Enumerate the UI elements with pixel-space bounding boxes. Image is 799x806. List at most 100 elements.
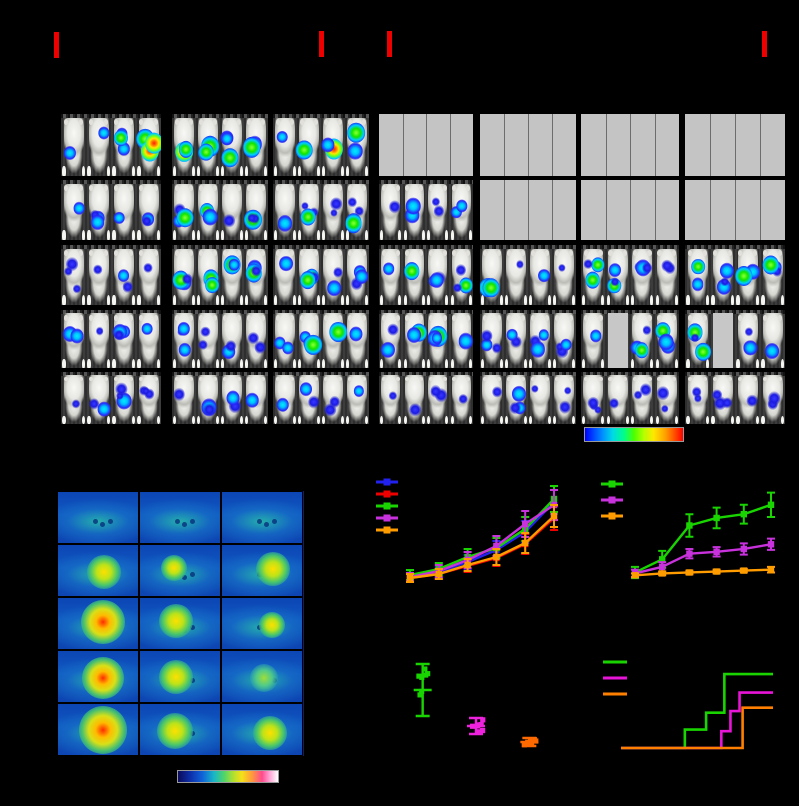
metastasis-incidence-chart[interactable] [597,472,787,602]
mouse-4[interactable] [553,248,575,305]
data-point[interactable] [659,570,666,577]
mouse-2[interactable] [403,248,425,305]
mouse-1[interactable] [380,313,402,368]
mouse-2[interactable] [711,375,734,424]
bli-cell-r2-c3[interactable] [273,180,369,240]
bli-cell-r2-c7[interactable] [685,180,785,240]
mouse-4[interactable] [655,375,678,424]
mouse-2[interactable] [298,313,323,368]
mouse-1[interactable] [481,375,503,424]
scatter-point[interactable] [480,727,486,734]
bli-cell-r1-c6[interactable] [581,114,679,176]
bli-cell-r4-c5[interactable] [480,310,576,368]
bli-cell-r4-c1[interactable] [61,310,161,368]
mouse-1[interactable] [62,248,85,305]
heatmap-cell-r5-c2[interactable] [139,703,221,756]
scatter-point[interactable] [531,737,537,743]
heatmap-cell-r3-c1[interactable] [57,597,139,650]
bli-cell-r5-c5[interactable] [480,372,576,424]
mouse-3[interactable] [529,375,551,424]
heatmap-cell-r2-c1[interactable] [57,544,139,597]
step-series-group-3[interactable] [621,672,773,750]
bli-cell-r4-c2[interactable] [172,310,268,368]
mouse-4[interactable] [136,117,161,176]
mouse-3[interactable] [735,248,760,305]
scatter-group-group-5[interactable] [520,736,539,748]
mouse-1[interactable] [62,117,85,176]
mouse-2[interactable] [606,375,629,424]
mouse-2[interactable] [295,117,320,176]
bli-cell-r2-c2[interactable] [172,180,268,240]
mouse-3[interactable] [322,375,344,424]
mouse-1[interactable] [582,248,605,305]
mouse-4[interactable] [245,248,267,305]
mouse-2[interactable] [87,248,110,305]
mouse-3[interactable] [220,117,243,176]
data-point[interactable] [659,556,666,563]
mouse-4[interactable] [450,375,472,424]
bli-cell-r5-c6[interactable] [581,372,679,424]
scatter-point[interactable] [528,737,534,743]
data-point[interactable] [740,545,747,553]
step-series-group-4[interactable] [621,691,773,750]
mouse-1[interactable] [686,248,709,305]
mouse-2[interactable] [197,248,220,305]
data-point[interactable] [713,548,720,555]
heatmap-cell-r1-c1[interactable] [57,491,139,544]
mouse-4[interactable] [450,248,473,305]
bli-cell-r3-c5[interactable] [480,245,576,305]
mouse-4[interactable] [346,117,368,176]
mouse-3[interactable] [529,248,551,305]
data-point[interactable] [740,567,747,574]
mouse-1[interactable] [274,117,296,176]
mouse-3[interactable] [631,375,654,424]
data-point[interactable] [550,512,558,520]
mouse-3[interactable] [427,183,449,240]
mouse-3[interactable] [322,183,344,240]
mouse-1[interactable] [173,183,195,240]
mouse-2[interactable] [197,313,219,368]
mouse-4[interactable] [137,375,160,424]
mouse-3[interactable] [427,313,449,368]
mouse-3[interactable] [631,248,654,305]
scatter-group-group-4[interactable] [467,716,486,736]
heatmap-cell-r5-c3[interactable] [221,703,303,756]
bli-image-grid[interactable] [61,114,785,424]
mouse-3[interactable] [736,313,759,368]
mouse-1[interactable] [480,248,503,305]
mouse-3[interactable] [736,375,759,424]
mouse-1[interactable] [480,313,503,368]
data-point[interactable] [631,572,639,579]
data-point[interactable] [493,542,500,550]
mouse-1[interactable] [62,183,85,240]
mouse-4[interactable] [346,375,368,424]
mouse-3[interactable] [529,313,551,368]
bli-cell-r5-c4[interactable] [379,372,473,424]
bli-cell-r4-c7[interactable] [685,310,785,368]
bli-cell-r3-c2[interactable] [172,245,268,305]
scatter-point[interactable] [419,674,425,680]
bli-cell-r4-c6[interactable] [581,310,679,368]
mouse-1[interactable] [274,183,296,240]
cumulative-event-chart[interactable] [597,652,787,762]
series-group-3[interactable] [631,491,775,580]
scatter-group-group-3[interactable] [413,662,432,718]
mouse-4[interactable] [553,313,575,368]
mouse-4[interactable] [137,313,160,368]
bli-cell-r3-c7[interactable] [685,245,785,305]
data-point[interactable] [713,568,720,575]
heatmap-cell-r2-c2[interactable] [139,544,221,597]
mouse-2[interactable] [298,183,320,240]
bli-cell-r5-c2[interactable] [172,372,268,424]
mouse-1[interactable] [274,248,296,305]
bli-cell-r2-c6[interactable] [581,180,679,240]
data-point[interactable] [686,522,693,529]
data-point[interactable] [464,561,471,569]
bli-cell-r4-c3[interactable] [273,310,369,368]
mouse-2[interactable] [403,183,425,240]
bli-cell-r5-c7[interactable] [685,372,785,424]
mouse-4[interactable] [761,313,784,368]
mouse-1[interactable] [173,117,195,176]
mouse-2[interactable] [298,248,320,305]
mouse-1[interactable] [62,375,85,424]
